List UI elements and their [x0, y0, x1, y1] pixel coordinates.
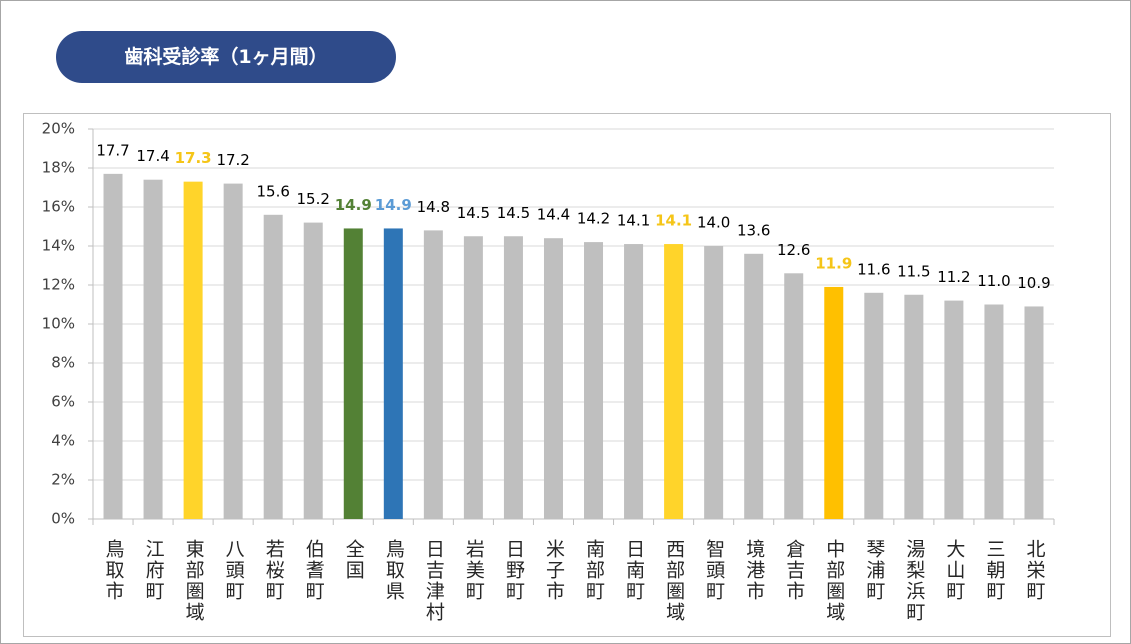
x-tick-label: 若桜町 [263, 539, 285, 602]
y-tick-label: 6% [51, 393, 75, 411]
value-label: 11.6 [857, 260, 890, 278]
bar [1024, 306, 1044, 519]
y-tick-label: 18% [42, 159, 75, 177]
x-tick-label: 伯耆町 [303, 539, 325, 602]
bar [503, 236, 523, 519]
value-label: 14.5 [457, 204, 490, 222]
bar [303, 222, 323, 519]
x-tick-label: 琴浦町 [863, 539, 885, 602]
value-label: 10.9 [1017, 274, 1050, 292]
x-tick-label: 岩美町 [463, 539, 485, 602]
x-tick-label: 倉吉市 [783, 539, 805, 602]
bar [664, 244, 684, 520]
y-tick-label: 12% [42, 276, 75, 294]
bar [864, 292, 884, 519]
value-label: 17.4 [136, 147, 169, 165]
y-tick-label: 20% [42, 120, 75, 138]
value-label: 14.4 [537, 206, 570, 224]
x-tick-label: 三朝町 [983, 539, 1005, 602]
value-label: 15.2 [297, 190, 330, 208]
bar [343, 228, 363, 519]
bar [423, 230, 443, 519]
value-label: 11.2 [937, 268, 970, 286]
x-tick-label: 北栄町 [1023, 539, 1045, 602]
bar [103, 173, 123, 519]
value-label: 12.6 [777, 241, 810, 259]
value-label: 11.9 [815, 254, 852, 272]
bar [824, 286, 844, 519]
x-tick-label: 大山町 [943, 539, 965, 602]
chart-title: 歯科受診率（1ヶ月間） [56, 31, 396, 83]
value-label: 17.2 [216, 151, 249, 169]
bar [183, 181, 203, 519]
value-label: 14.0 [697, 214, 730, 232]
bar [704, 246, 724, 519]
value-label: 13.6 [737, 221, 770, 239]
bar [944, 300, 964, 519]
y-tick-label: 4% [51, 432, 75, 450]
value-label: 15.6 [256, 182, 289, 200]
x-tick-label: 全国 [343, 539, 365, 581]
x-tick-label: 境港市 [743, 539, 765, 602]
x-tick-label: 中部圏域 [823, 539, 845, 623]
bar [904, 294, 924, 519]
bar [584, 242, 604, 519]
x-tick-label: 智頭町 [703, 539, 725, 602]
x-tick-label: 日野町 [503, 539, 525, 602]
bar [624, 244, 644, 520]
value-label: 14.1 [617, 212, 650, 230]
chart-frame [23, 113, 1111, 637]
value-label: 14.9 [375, 196, 412, 214]
bar [784, 273, 804, 519]
x-tick-label: 東部圏域 [183, 539, 205, 623]
bar [543, 238, 563, 519]
y-tick-label: 14% [42, 237, 75, 255]
value-label: 11.0 [977, 272, 1010, 290]
x-tick-label: 八頭町 [223, 539, 245, 602]
value-label: 11.5 [897, 262, 930, 280]
x-tick-label: 湯梨浜町 [903, 539, 925, 623]
value-label: 14.9 [335, 196, 372, 214]
bar [143, 179, 163, 519]
x-tick-label: 西部圏域 [663, 539, 685, 623]
bar [263, 214, 283, 520]
value-label: 14.1 [655, 212, 692, 230]
x-tick-label: 日吉津村 [423, 539, 445, 623]
y-tick-label: 8% [51, 354, 75, 372]
value-label: 14.5 [497, 204, 530, 222]
x-tick-label: 江府町 [143, 539, 165, 602]
y-tick-label: 16% [42, 198, 75, 216]
x-tick-label: 南部町 [583, 539, 605, 602]
value-label: 14.2 [577, 210, 610, 228]
x-tick-label: 鳥取市 [103, 539, 125, 602]
x-tick-label: 鳥取県 [383, 539, 405, 602]
bar [463, 236, 483, 519]
bar [223, 183, 243, 519]
bar [383, 228, 403, 519]
bar [744, 253, 764, 520]
y-tick-label: 2% [51, 471, 75, 489]
value-label: 14.8 [417, 198, 450, 216]
y-tick-label: 10% [42, 315, 75, 333]
x-tick-label: 米子市 [543, 539, 565, 602]
bar [984, 304, 1004, 519]
y-tick-label: 0% [51, 510, 75, 528]
value-label: 17.7 [96, 141, 129, 159]
x-tick-label: 日南町 [623, 539, 645, 602]
value-label: 17.3 [175, 149, 212, 167]
